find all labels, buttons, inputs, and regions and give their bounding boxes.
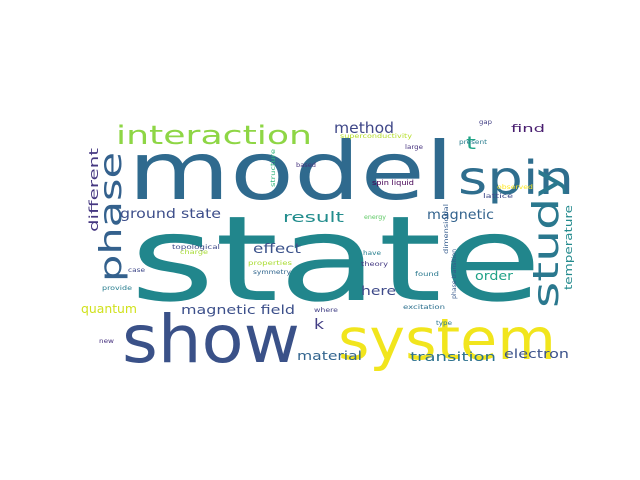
cloud-word: quantum	[81, 302, 137, 316]
cloud-word: properties	[248, 260, 292, 267]
cloud-word: based	[296, 162, 316, 169]
cloud-word: superconductivity	[340, 133, 413, 140]
cloud-word: result	[283, 210, 345, 226]
cloud-word: different	[87, 148, 101, 232]
cloud-word: order	[475, 269, 513, 283]
cloud-word: t	[466, 133, 476, 154]
cloud-word: here	[361, 284, 396, 298]
cloud-word: present	[459, 139, 488, 146]
cloud-word: energy	[364, 214, 386, 221]
cloud-word: magnetic	[427, 208, 494, 223]
cloud-word: structure	[270, 149, 277, 187]
cloud-word: lattice	[483, 193, 513, 200]
cloud-word: phase transition	[451, 249, 458, 299]
cloud-word: state	[130, 190, 542, 328]
cloud-word: ground state	[120, 207, 221, 222]
cloud-word: found	[415, 271, 439, 278]
cloud-word: type	[436, 320, 452, 327]
cloud-word: transition	[410, 350, 496, 364]
cloud-word: spin liquid	[372, 179, 414, 187]
cloud-word: charge	[180, 249, 208, 256]
cloud-word: phase	[94, 152, 129, 282]
cloud-word: study	[526, 168, 567, 308]
cloud-word: gap	[479, 119, 492, 126]
cloud-word: method	[334, 119, 394, 137]
cloud-word: provide	[102, 285, 132, 292]
cloud-word: excitation	[403, 304, 445, 311]
cloud-word: interaction	[116, 121, 312, 151]
cloud-word: find	[511, 122, 545, 135]
cloud-word: magnetic field	[181, 303, 295, 317]
cloud-word: model	[128, 125, 454, 218]
cloud-word: electron	[504, 347, 569, 361]
cloud-word: observed	[497, 184, 533, 191]
cloud-word: where	[314, 307, 338, 314]
cloud-word: case	[128, 267, 145, 274]
cloud-word: large	[405, 144, 423, 151]
cloud-word: system	[338, 307, 556, 373]
cloud-word: new	[99, 338, 114, 345]
cloud-word: have	[363, 250, 381, 257]
cloud-word: symmetry	[253, 269, 292, 276]
cloud-word: show	[122, 301, 300, 378]
cloud-word: material	[297, 349, 362, 363]
cloud-word: temperature	[562, 205, 575, 290]
cloud-word: dimensional	[443, 204, 450, 254]
cloud-word: topological	[172, 244, 220, 251]
cloud-word: spin	[458, 151, 574, 205]
cloud-word: theory	[361, 261, 389, 268]
cloud-word: effect	[253, 242, 301, 257]
cloud-word: k	[314, 317, 325, 333]
